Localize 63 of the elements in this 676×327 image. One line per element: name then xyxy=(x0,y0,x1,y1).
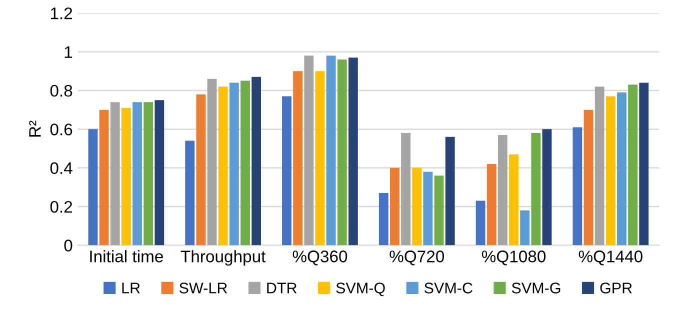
bar xyxy=(315,71,325,246)
bar xyxy=(434,176,444,246)
x-tick-label: %Q720 xyxy=(390,250,444,266)
bar xyxy=(132,102,142,246)
bar xyxy=(99,110,109,246)
y-axis-title: R² xyxy=(29,120,41,137)
legend-label: SVM-Q xyxy=(336,282,385,296)
y-tick-label: 1.2 xyxy=(50,7,72,20)
bar xyxy=(401,133,410,246)
bar xyxy=(498,134,508,246)
bar xyxy=(639,82,649,246)
legend-label: GPR xyxy=(600,282,632,294)
bar xyxy=(196,94,206,246)
bar xyxy=(628,84,638,246)
bar xyxy=(240,80,250,246)
bar xyxy=(207,78,217,246)
bar xyxy=(304,56,314,246)
bar xyxy=(486,164,496,246)
legend-label: SVM-G xyxy=(512,282,560,294)
y-tick-label: 0.6 xyxy=(50,124,72,136)
bar xyxy=(88,129,98,246)
x-tick-label: %Q360 xyxy=(292,250,348,266)
bar xyxy=(185,140,195,246)
bar xyxy=(509,154,518,246)
bar xyxy=(520,210,530,246)
bar xyxy=(542,129,552,246)
y-tick-label: 0 xyxy=(64,240,72,252)
bar xyxy=(154,100,164,246)
x-tick-label: %Q1080 xyxy=(482,250,546,266)
y-tick-label: 0.2 xyxy=(50,200,72,213)
bar xyxy=(121,108,131,246)
bar xyxy=(282,96,292,246)
y-tick-label: 0.4 xyxy=(50,162,72,174)
bar xyxy=(218,86,228,246)
bar xyxy=(326,56,336,246)
bar xyxy=(390,168,400,246)
bar xyxy=(531,133,541,246)
bar xyxy=(584,110,594,246)
bar xyxy=(293,71,303,246)
bar xyxy=(606,96,616,246)
bar xyxy=(476,200,486,246)
bar xyxy=(378,193,388,246)
bar xyxy=(229,82,239,246)
x-tick-label: %Q1440 xyxy=(578,250,642,266)
bar xyxy=(348,58,358,246)
bar xyxy=(337,60,347,246)
legend-label: LR xyxy=(122,282,140,294)
bar xyxy=(445,136,455,246)
y-tick-label: 1 xyxy=(64,46,72,58)
bar xyxy=(144,102,154,246)
bar xyxy=(110,102,120,246)
legend-label: SW-LR xyxy=(179,282,228,294)
bar xyxy=(252,76,262,246)
bar xyxy=(412,168,422,246)
legend-label: SVM-C xyxy=(424,282,472,294)
x-tick-label: Throughput xyxy=(180,250,266,266)
y-tick-label: 0.8 xyxy=(50,84,72,97)
legend-label: DTR xyxy=(267,282,297,294)
bar xyxy=(594,86,604,246)
bar xyxy=(572,127,582,246)
bar xyxy=(423,172,433,246)
bar xyxy=(617,92,626,246)
x-tick-label: Initial time xyxy=(90,250,163,262)
